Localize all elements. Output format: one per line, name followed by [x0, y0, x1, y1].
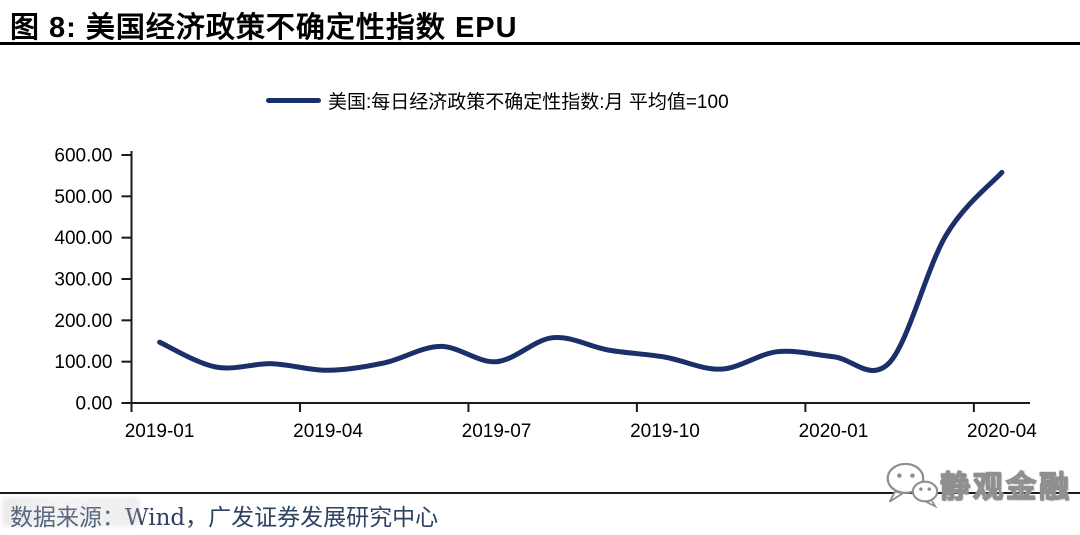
footer-rule [0, 492, 1080, 494]
y-axis-label: 300.00 [54, 270, 112, 291]
watermark-label: 静观金融 [939, 470, 1072, 504]
x-axis-label: 2020-04 [967, 421, 1037, 442]
wechat-icon [886, 462, 939, 509]
y-axis-label: 400.00 [54, 228, 112, 249]
x-axis-label: 2019-01 [125, 421, 195, 442]
y-axis-label: 100.00 [54, 352, 112, 373]
y-axis-label: 500.00 [54, 187, 112, 208]
y-axis-label: 200.00 [54, 311, 112, 332]
y-axis-label: 600.00 [54, 146, 112, 167]
chart-area: 600.00 500.00 400.00 300.00 200.00 100.00 0.00… [0, 130, 1080, 460]
source-text: 数据来源：Wind，广发证券发展研究中心 [10, 505, 439, 531]
x-axis-label: 2019-10 [630, 421, 700, 442]
x-axis-label: 2019-04 [293, 421, 363, 442]
x-axis-label: 2019-07 [462, 421, 532, 442]
title-rule [0, 42, 1080, 45]
legend: 美国:每日经济政策不确定性指数:月 平均值=100 [266, 88, 729, 113]
series-line [157, 169, 1005, 373]
epu-line-chart: 600.00 500.00 400.00 300.00 200.00 100.00 0.00… [54, 146, 1037, 443]
wechat-watermark: 静观金融 [884, 458, 1080, 510]
figure-title: 图 8: 美国经济政策不确定性指数 EPU [10, 12, 518, 44]
legend-line-swatch [266, 97, 321, 103]
y-axis-label: 0.00 [76, 394, 113, 415]
x-axis-label: 2020-01 [799, 421, 869, 442]
legend-label: 美国:每日经济政策不确定性指数:月 平均值=100 [328, 91, 729, 113]
